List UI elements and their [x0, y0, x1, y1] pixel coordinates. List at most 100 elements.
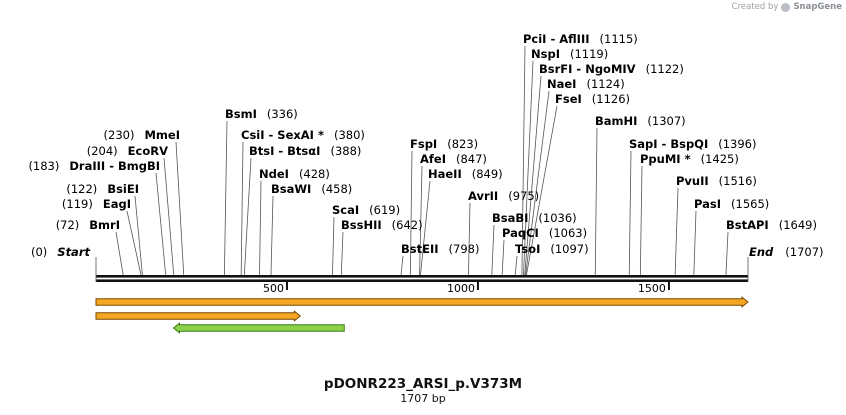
site-label-scai[interactable]: ScaI (619) [332, 203, 400, 217]
site-name: FseI [555, 92, 582, 106]
site-label-csii-sexai[interactable]: CsiI - SexAI * (380) [241, 128, 365, 142]
site-label-bsabi[interactable]: BsaBI (1036) [492, 211, 577, 225]
site-position: (119) [62, 197, 93, 211]
leader-afei [419, 165, 423, 278]
site-label-pcii-afliii[interactable]: PciI - AflIII (1115) [523, 32, 638, 46]
site-label-afei[interactable]: AfeI (847) [420, 152, 487, 166]
site-position: (230) [104, 128, 135, 142]
top-strand [96, 275, 748, 278]
leader-csii-sexai [240, 141, 244, 278]
site-label-bamhi[interactable]: BamHI (1307) [595, 114, 686, 128]
sequence-backbone [95, 257, 749, 282]
site-label-pvuii[interactable]: PvuII (1516) [676, 174, 757, 188]
site-name: EcoRV [128, 144, 168, 158]
tick-label-1000: 1000 [447, 282, 475, 295]
leader-paqci [501, 239, 505, 278]
bottom-strand [96, 279, 748, 282]
site-label-bsshii[interactable]: BssHII (642) [341, 218, 423, 232]
site-position: (619) [369, 203, 400, 217]
site-position: (1036) [538, 211, 576, 225]
site-label-mmei[interactable]: (230) MmeI [104, 128, 180, 142]
leader-bsiei [134, 195, 143, 278]
site-name: BsaWI [271, 182, 311, 196]
leader-pvuii [674, 187, 679, 278]
tick-mark-500 [285, 282, 288, 290]
leader-ecorv [163, 157, 175, 278]
leader-pcii-afliii [521, 45, 526, 278]
site-label-bsteii[interactable]: BstEII (798) [401, 242, 479, 256]
site-label-haeii[interactable]: HaeII (849) [428, 167, 503, 181]
site-name: AfeI [420, 152, 446, 166]
site-position: (1307) [647, 114, 685, 128]
site-name: DraIII - BmgBI [69, 159, 160, 173]
green-feature[interactable] [172, 322, 345, 334]
site-name: AvrII [468, 189, 498, 203]
start-label: (0) Start [31, 245, 91, 259]
site-position: (72) [56, 218, 80, 232]
site-position: (847) [456, 152, 487, 166]
site-name: NdeI [259, 167, 289, 181]
tick-mark-1000 [476, 282, 479, 290]
site-label-naei[interactable]: NaeI (1124) [547, 77, 625, 91]
site-name: BstAPI [726, 218, 769, 232]
leader-bmri [115, 231, 124, 278]
tick-label-500: 500 [263, 282, 284, 295]
sequence-ends: (0) Start End (1707) [31, 245, 824, 259]
orange-feature-short[interactable] [95, 310, 302, 322]
site-label-nspi[interactable]: NspI (1119) [531, 47, 608, 61]
site-name: PvuII [676, 174, 709, 188]
leader-bsawi [270, 195, 274, 278]
leader-haeii [419, 180, 431, 278]
leader-avrii [468, 202, 471, 278]
site-position: (1425) [701, 152, 739, 166]
leader-tsoi [514, 255, 518, 278]
leader-bsabi [491, 224, 495, 278]
site-label-bsrfi-ngomiv[interactable]: BsrFI - NgoMIV (1122) [539, 62, 684, 76]
site-label-sapi-bspqi[interactable]: SapI - BspQI (1396) [629, 137, 756, 151]
leader-sapi-bspqi [628, 150, 632, 278]
site-label-pasi[interactable]: PasI (1565) [694, 197, 769, 211]
site-label-fsei[interactable]: FseI (1126) [555, 92, 630, 106]
site-label-tsoi[interactable]: TsoI (1097) [515, 242, 589, 256]
site-position: (1516) [719, 174, 757, 188]
site-name: BamHI [595, 114, 637, 128]
site-label-avrii[interactable]: AvrII (975) [468, 189, 539, 203]
site-name: NspI [531, 47, 560, 61]
site-label-bstapi[interactable]: BstAPI (1649) [726, 218, 817, 232]
start-position: (0) [31, 245, 47, 259]
site-name: NaeI [547, 77, 576, 91]
leader-bsshii [340, 231, 344, 278]
site-label-eagi[interactable]: (119) EagI [62, 197, 131, 211]
site-label-ppumi[interactable]: PpuMI * (1425) [640, 152, 739, 166]
leader-nspi [523, 60, 534, 278]
leader-pasi [693, 210, 697, 278]
orange-feature-long[interactable] [95, 296, 749, 308]
site-label-paqci[interactable]: PaqCI (1063) [502, 226, 587, 240]
feature-arrows [95, 296, 749, 334]
map-length: 1707 bp [400, 392, 446, 405]
site-label-ndei[interactable]: NdeI (428) [259, 167, 330, 181]
site-label-btsi-bts-i[interactable]: BtsI - BtsαI (388) [249, 144, 361, 158]
site-position: (428) [299, 167, 330, 181]
leader-bamhi [594, 127, 598, 278]
site-position: (1124) [586, 77, 624, 91]
site-position: (380) [334, 128, 365, 142]
site-label-bsmi[interactable]: BsmI (336) [225, 107, 298, 121]
site-label-ecorv[interactable]: (204) EcoRV [87, 144, 168, 158]
snapgene-credit: Created by SnapGene [732, 2, 842, 12]
site-label-bsawi[interactable]: BsaWI (458) [271, 182, 352, 196]
credit-brand: SnapGene [793, 2, 842, 12]
tick-label-1500: 1500 [638, 282, 666, 295]
site-label-draiii-bmgbi[interactable]: (183) DraIII - BmgBI [28, 159, 160, 173]
site-name: ScaI [332, 203, 359, 217]
site-name: BsiEI [107, 182, 139, 196]
site-label-bsiei[interactable]: (122) BsiEI [66, 182, 139, 196]
site-label-fspi[interactable]: FspI (823) [410, 137, 478, 151]
start-name: Start [57, 245, 90, 259]
site-position: (1565) [731, 197, 769, 211]
site-name: MmeI [144, 128, 180, 142]
site-position: (642) [392, 218, 423, 232]
site-position: (336) [267, 107, 298, 121]
site-label-bmri[interactable]: (72) BmrI [56, 218, 120, 232]
